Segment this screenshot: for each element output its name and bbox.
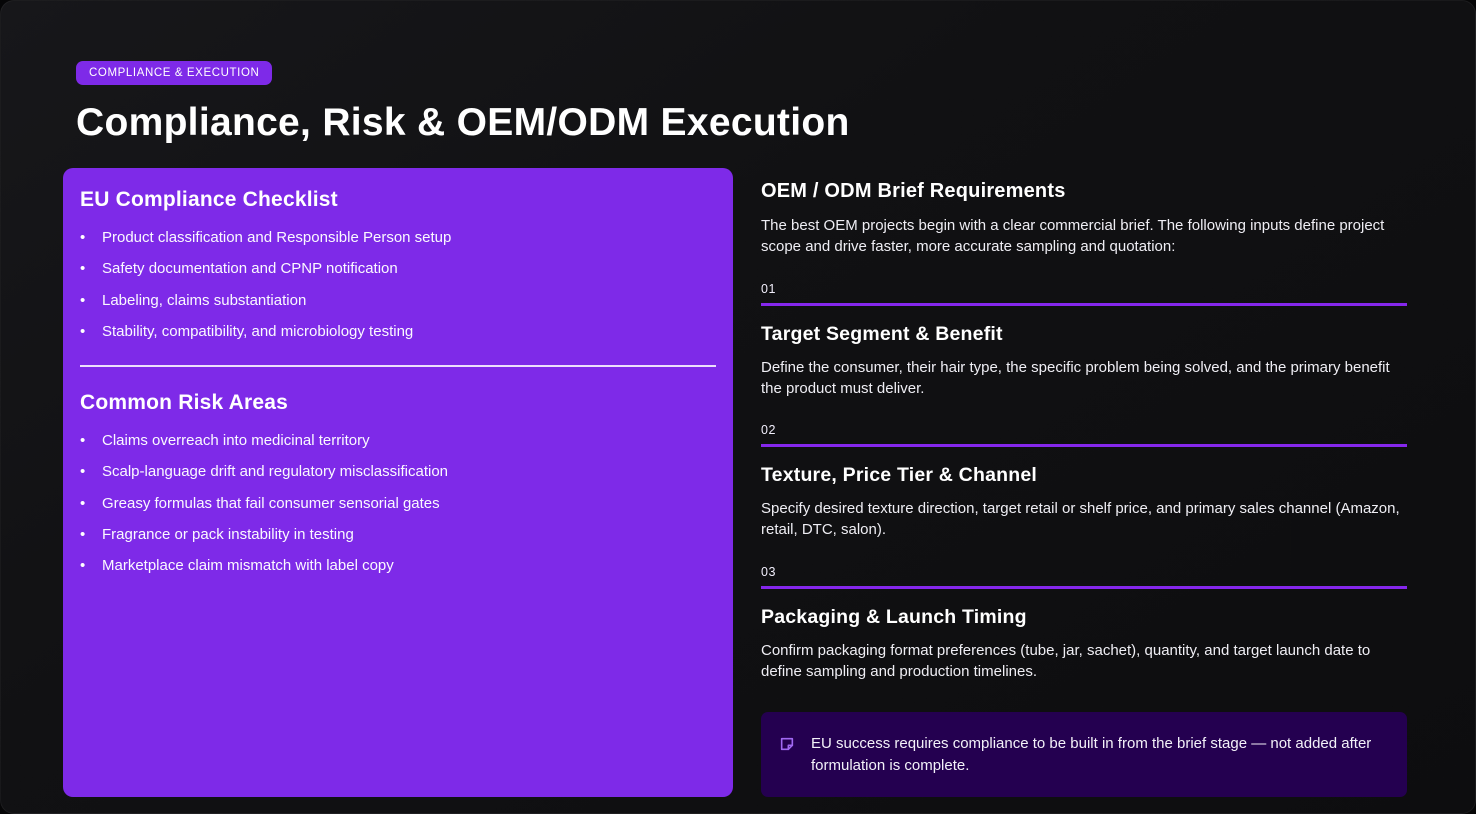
list-item: • Labeling, claims substantiation <box>80 291 716 311</box>
step-heading: Target Segment & Benefit <box>761 322 1003 345</box>
card-divider <box>80 365 716 367</box>
bullet-icon: • <box>80 557 86 574</box>
risk-areas-list: • Claims overreach into medicinal territ… <box>80 431 716 576</box>
bullet-icon: • <box>80 494 86 512</box>
sticky-note-icon <box>780 738 794 751</box>
step-rule <box>761 444 1407 448</box>
list-item: • Marketplace claim mismatch with label … <box>80 556 716 576</box>
list-item-text: Marketplace claim mismatch with label co… <box>102 557 394 574</box>
list-item-text: Product classification and Responsible P… <box>102 229 452 246</box>
bullet-icon: • <box>80 432 86 449</box>
content-columns: EU Compliance Checklist • Product classi… <box>63 168 1407 797</box>
list-item-text: Safety documentation and CPNP notificati… <box>102 260 398 278</box>
step-number: 02 <box>761 423 776 438</box>
bullet-icon: • <box>80 291 86 309</box>
step-heading: Texture, Price Tier & Channel <box>761 464 1038 487</box>
list-item-text: Claims overreach into medicinal territor… <box>102 432 370 449</box>
compliance-callout: EU success requires compliance to be bui… <box>761 712 1407 797</box>
page-title: Compliance, Risk & OEM/ODM Execution <box>76 101 850 144</box>
list-item-text: Scalp-language drift and regulatory misc… <box>102 463 449 481</box>
list-item-text: Labeling, claims substantiation <box>102 291 307 309</box>
brief-requirements-heading: OEM / ODM Brief Requirements <box>761 180 1066 202</box>
list-item-text: Stability, compatibility, and microbiolo… <box>102 322 414 340</box>
list-item: • Safety documentation and CPNP notifica… <box>80 259 716 279</box>
step-heading: Packaging & Launch Timing <box>761 605 1027 628</box>
brief-step-1: 01 Target Segment & Benefit Define the c… <box>761 282 1407 400</box>
brief-requirements-column: OEM / ODM Brief Requirements The best OE… <box>761 168 1407 797</box>
list-item-text: Greasy formulas that fail consumer senso… <box>102 494 440 512</box>
list-item: • Product classification and Responsible… <box>80 228 716 248</box>
card-section-heading: EU Compliance Checklist <box>80 188 338 211</box>
list-item: • Greasy formulas that fail consumer sen… <box>80 494 716 514</box>
list-item-text: Fragrance or pack instability in testing <box>102 525 354 543</box>
step-body: Confirm packaging format preferences (tu… <box>761 641 1371 681</box>
bullet-icon: • <box>80 260 86 278</box>
step-rule <box>761 302 1407 306</box>
step-number: 01 <box>761 281 776 296</box>
header: COMPLIANCE & EXECUTION Compliance, Risk … <box>63 61 1407 145</box>
bullet-icon: • <box>80 229 86 246</box>
step-rule <box>761 585 1407 589</box>
step-body: Specify desired texture direction, targe… <box>761 500 1400 539</box>
step-body: Define the consumer, their hair type, th… <box>761 358 1390 397</box>
brief-step-2: 02 Texture, Price Tier & Channel Specify… <box>761 423 1407 541</box>
compliance-card: EU Compliance Checklist • Product classi… <box>63 168 733 797</box>
brief-requirements-intro: The best OEM projects begin with a clear… <box>761 217 1385 256</box>
bullet-icon: • <box>80 322 86 340</box>
list-item: • Claims overreach into medicinal territ… <box>80 431 716 451</box>
list-item: • Fragrance or pack instability in testi… <box>80 525 716 545</box>
brief-step-3: 03 Packaging & Launch Timing Confirm pac… <box>761 565 1407 683</box>
list-item: • Scalp-language drift and regulatory mi… <box>80 462 716 482</box>
bullet-icon: • <box>80 525 86 543</box>
section-badge: COMPLIANCE & EXECUTION <box>76 61 273 85</box>
card-section-heading: Common Risk Areas <box>80 391 289 414</box>
list-item: • Stability, compatibility, and microbio… <box>80 322 716 342</box>
compliance-checklist: • Product classification and Responsible… <box>80 228 716 342</box>
step-number: 03 <box>761 564 776 579</box>
bullet-icon: • <box>80 463 86 481</box>
callout-text: EU success requires compliance to be bui… <box>811 735 1372 774</box>
